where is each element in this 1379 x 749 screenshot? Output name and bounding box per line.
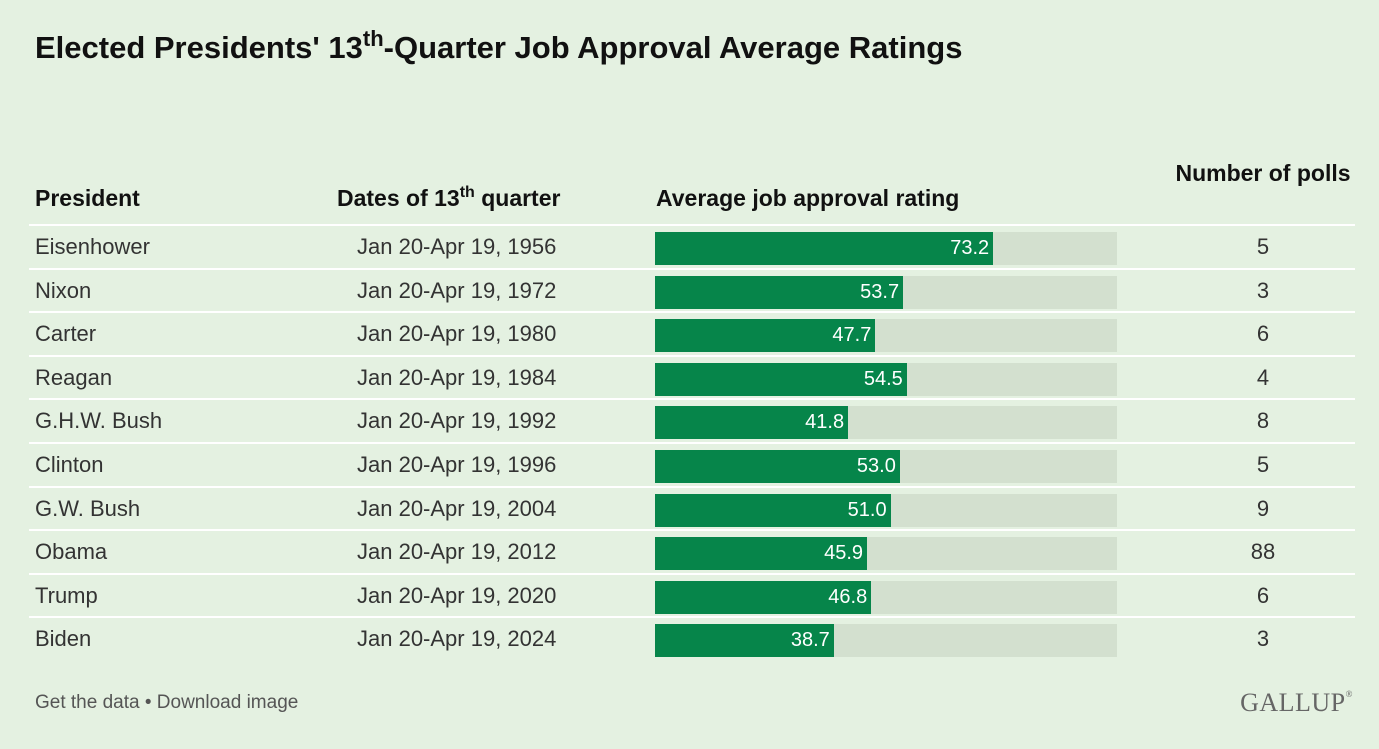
get-data-link[interactable]: Get the data: [35, 692, 140, 713]
president-name: Clinton: [35, 451, 104, 477]
bar-track: 51.0: [655, 493, 1117, 527]
bar-value-label: 38.7: [790, 629, 830, 652]
president-name: Reagan: [35, 364, 113, 390]
download-image-link[interactable]: Download image: [156, 692, 299, 713]
quarter-dates: Jan 20-Apr 19, 1956: [357, 234, 557, 259]
bar-value-label: 53.0: [856, 454, 896, 477]
approval-bar: 51.0: [655, 493, 891, 527]
president-name: Biden: [35, 626, 92, 652]
bar-track: 53.7: [655, 275, 1117, 309]
bar-track: 47.7: [655, 319, 1117, 353]
bar-value-label: 45.9: [824, 542, 864, 565]
table-row: Biden Jan 20-Apr 19, 2024 38.7 3: [29, 616, 1355, 660]
footer-separator: •: [139, 692, 157, 713]
logo-text: GALLUP: [1240, 688, 1346, 717]
poll-count: 6: [1256, 321, 1270, 347]
header-dates: Dates of 13th quarter: [337, 185, 560, 212]
bar-track: 38.7: [655, 624, 1117, 658]
bar-track: 54.5: [655, 362, 1117, 396]
bar-value-label: 51.0: [847, 498, 887, 521]
president-name: Eisenhower: [35, 234, 150, 259]
poll-count: 5: [1256, 451, 1270, 477]
approval-bar: 38.7: [655, 624, 834, 658]
footer-links: Get the data • Download image: [35, 692, 298, 714]
poll-count: 5: [1256, 234, 1270, 259]
approval-bar: 45.9: [655, 537, 868, 571]
approval-bar: 53.7: [655, 275, 904, 309]
table-row: Trump Jan 20-Apr 19, 2020 46.8 6: [29, 572, 1355, 617]
title-rest: -Quarter Job Approval Average Ratings: [383, 30, 963, 65]
table-row: Obama Jan 20-Apr 19, 2012 45.9 88: [29, 529, 1355, 573]
table-body: Eisenhower Jan 20-Apr 19, 1956 73.2 5 Nixon J…: [29, 224, 1355, 660]
president-name: G.H.W. Bush: [35, 408, 163, 434]
poll-count: 4: [1256, 364, 1270, 390]
quarter-dates: Jan 20-Apr 19, 1992: [357, 408, 557, 434]
approval-bar: 54.5: [655, 362, 907, 396]
table-row: G.H.W. Bush Jan 20-Apr 19, 1992 41.8 8: [29, 398, 1355, 442]
bar-value-label: 54.5: [863, 367, 903, 390]
approval-bar: 73.2: [655, 232, 994, 265]
table-row: G.W. Bush Jan 20-Apr 19, 2004 51.0 9: [29, 485, 1355, 530]
poll-count: 3: [1256, 277, 1270, 303]
bar-track: 53.0: [655, 449, 1117, 483]
bar-value-label: 53.7: [860, 280, 900, 303]
president-name: Nixon: [35, 277, 92, 303]
president-name: Obama: [35, 539, 108, 565]
table-row: Carter Jan 20-Apr 19, 1980 47.7 6: [29, 311, 1355, 355]
table-row: Eisenhower Jan 20-Apr 19, 1956 73.2 5: [29, 224, 1355, 268]
quarter-dates: Jan 20-Apr 19, 2004: [357, 495, 557, 521]
poll-count: 9: [1256, 495, 1270, 521]
table-row: Clinton Jan 20-Apr 19, 1996 53.0 5: [29, 441, 1355, 486]
quarter-dates: Jan 20-Apr 19, 1996: [357, 451, 557, 477]
header-dates-post: quarter: [474, 185, 561, 211]
poll-count: 8: [1256, 408, 1270, 434]
chart-title: Elected Presidents' 13th-Quarter Job App…: [35, 28, 963, 66]
approval-bar: 53.0: [655, 449, 900, 483]
approval-bar: 47.7: [655, 319, 876, 353]
president-name: G.W. Bush: [35, 495, 141, 521]
bar-track: 46.8: [655, 580, 1117, 614]
quarter-dates: Jan 20-Apr 19, 2020: [357, 582, 557, 608]
header-president: President: [35, 185, 140, 211]
header-polls: Number of polls: [1175, 160, 1351, 186]
approval-bar: 46.8: [655, 580, 872, 614]
bar-value-label: 41.8: [805, 411, 845, 434]
title-main: Elected Presidents' 13: [35, 30, 363, 65]
president-name: Carter: [35, 321, 97, 347]
quarter-dates: Jan 20-Apr 19, 2012: [357, 539, 557, 565]
logo-mark: ®: [1345, 689, 1353, 699]
poll-count: 6: [1256, 582, 1270, 608]
title-sup: th: [362, 26, 384, 51]
quarter-dates: Jan 20-Apr 19, 2024: [357, 626, 557, 652]
poll-count: 88: [1250, 539, 1276, 565]
quarter-dates: Jan 20-Apr 19, 1972: [357, 277, 557, 303]
bar-track: 73.2: [655, 232, 1117, 265]
president-name: Trump: [35, 582, 98, 608]
bar-value-label: 73.2: [950, 237, 990, 259]
table-row: Nixon Jan 20-Apr 19, 1972 53.7 3: [29, 267, 1355, 312]
bar-track: 45.9: [655, 537, 1117, 571]
poll-count: 3: [1256, 626, 1270, 652]
bar-track: 41.8: [655, 406, 1117, 440]
header-dates-sup: th: [459, 184, 475, 201]
bar-value-label: 47.7: [832, 324, 872, 347]
header-rating: Average job approval rating: [656, 185, 960, 211]
table-row: Reagan Jan 20-Apr 19, 1984 54.5 4: [29, 354, 1355, 399]
header-dates-pre: Dates of 13: [337, 185, 460, 211]
quarter-dates: Jan 20-Apr 19, 1984: [357, 364, 557, 390]
quarter-dates: Jan 20-Apr 19, 1980: [357, 321, 557, 347]
bar-value-label: 46.8: [828, 585, 868, 608]
approval-bar: 41.8: [655, 406, 849, 440]
gallup-logo: GALLUP®: [1240, 688, 1353, 718]
